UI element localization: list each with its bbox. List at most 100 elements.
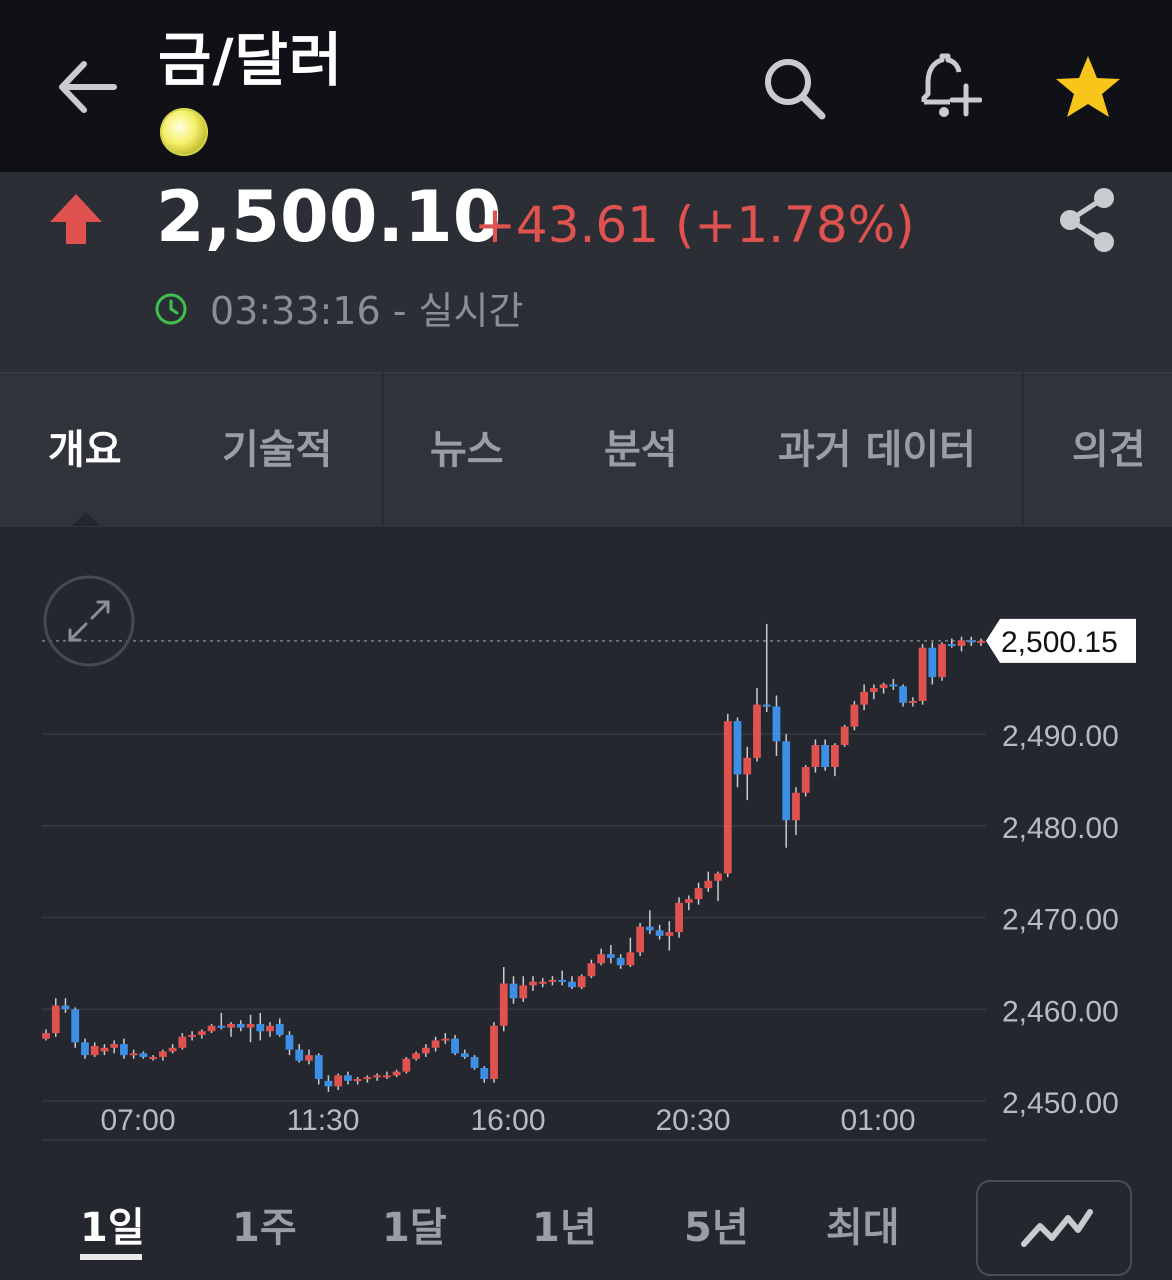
candle (139, 1051, 148, 1059)
candle (801, 765, 810, 797)
tab-historical-data[interactable]: 과거 데이터 (778, 427, 976, 473)
candle (568, 976, 576, 990)
candle (431, 1036, 440, 1052)
candle (402, 1056, 411, 1074)
search-icon[interactable] (758, 52, 830, 124)
candle (928, 642, 937, 685)
last-price: 2,500.10 (156, 176, 502, 258)
tab-divider (382, 372, 384, 526)
candle (908, 697, 917, 707)
expand-button[interactable] (43, 575, 135, 667)
candle (412, 1051, 420, 1061)
y-tick-label: 2,470.00 (1002, 904, 1119, 937)
candle (110, 1040, 119, 1054)
x-tick-label: 11:30 (287, 1104, 360, 1137)
candle (538, 978, 547, 988)
bell-plus-icon[interactable] (910, 52, 982, 124)
candle (100, 1044, 109, 1056)
tab-technical[interactable]: 기술적 (222, 427, 333, 473)
clock-icon (155, 293, 187, 325)
line-chart-icon (1021, 1209, 1093, 1247)
candle (129, 1049, 138, 1059)
candle (577, 974, 586, 990)
candle (168, 1044, 177, 1054)
candle (889, 678, 898, 690)
range-1y[interactable]: 1년 (532, 1205, 597, 1251)
candle (61, 998, 70, 1013)
candle (266, 1022, 274, 1037)
quote-time: 03:33:16 - 실시간 (210, 289, 524, 333)
share-icon[interactable] (1056, 186, 1120, 254)
candle (626, 937, 635, 968)
x-tick-label: 20:30 (655, 1104, 730, 1137)
candle (188, 1031, 196, 1041)
candle (509, 976, 518, 1004)
candle (782, 734, 791, 848)
tab-analysis[interactable]: 분석 (604, 427, 678, 473)
range-1d[interactable]: 1일 (80, 1205, 145, 1251)
candle (344, 1071, 352, 1085)
page-title: 금/달러 (158, 26, 344, 94)
candle (314, 1053, 323, 1085)
candle (616, 954, 625, 969)
candle (899, 684, 907, 707)
candle (587, 959, 596, 979)
active-range-underline (80, 1254, 142, 1260)
candle (197, 1029, 206, 1039)
candle (71, 1007, 80, 1048)
price-change: +43.61 (+1.78%) (474, 196, 915, 254)
price-chart[interactable]: 2,450.00 2,460.00 2,470.00 2,480.00 2,490.00… (0, 526, 1172, 1166)
candle (723, 713, 732, 878)
candle (704, 871, 713, 892)
y-tick-label: 2,450.00 (1002, 1087, 1119, 1120)
arrow-left-icon[interactable] (52, 52, 122, 122)
y-tick-label: 2,480.00 (1002, 812, 1119, 845)
candle (373, 1073, 382, 1081)
y-tick-label: 2,490.00 (1002, 720, 1119, 753)
candle (178, 1033, 187, 1050)
candle (607, 945, 615, 964)
candle (480, 1066, 489, 1083)
range-5y[interactable]: 5년 (684, 1205, 749, 1251)
candle (285, 1031, 294, 1056)
candle (645, 910, 654, 935)
gold-coin-icon (160, 108, 208, 156)
svg-text:2,500.15: 2,500.15 (1001, 626, 1118, 659)
candle (869, 684, 878, 700)
candle (967, 636, 976, 646)
range-1m[interactable]: 1달 (382, 1205, 447, 1251)
candle (938, 642, 946, 681)
candle (460, 1049, 469, 1059)
candle (149, 1055, 158, 1061)
candle (665, 921, 674, 951)
expand-icon (68, 600, 110, 642)
candle (236, 1020, 245, 1032)
candle (363, 1075, 372, 1083)
candle (227, 1022, 235, 1037)
range-1w[interactable]: 1주 (232, 1205, 297, 1251)
tab-news[interactable]: 뉴스 (430, 427, 504, 473)
candle (918, 644, 927, 705)
tab-opinions[interactable]: 의견 (1072, 427, 1146, 473)
candle (207, 1023, 216, 1034)
range-max[interactable]: 최대 (826, 1205, 900, 1251)
tab-overview[interactable]: 개요 (48, 427, 122, 473)
candle (42, 1029, 50, 1041)
tab-bar (0, 372, 1172, 527)
x-tick-label: 16:00 (470, 1104, 545, 1137)
star-icon[interactable] (1052, 52, 1124, 124)
candle (831, 743, 839, 777)
y-tick-label: 2,460.00 (1002, 995, 1119, 1028)
candle (879, 682, 888, 694)
candle (353, 1077, 362, 1085)
chart-type-button[interactable] (976, 1180, 1132, 1276)
candle (490, 1022, 498, 1083)
candle (81, 1038, 89, 1059)
candle (597, 948, 606, 966)
candle (762, 623, 771, 712)
candle (772, 695, 781, 757)
candle (305, 1049, 313, 1065)
active-tab-indicator (72, 512, 100, 526)
candle (120, 1038, 128, 1059)
candle (743, 746, 752, 801)
